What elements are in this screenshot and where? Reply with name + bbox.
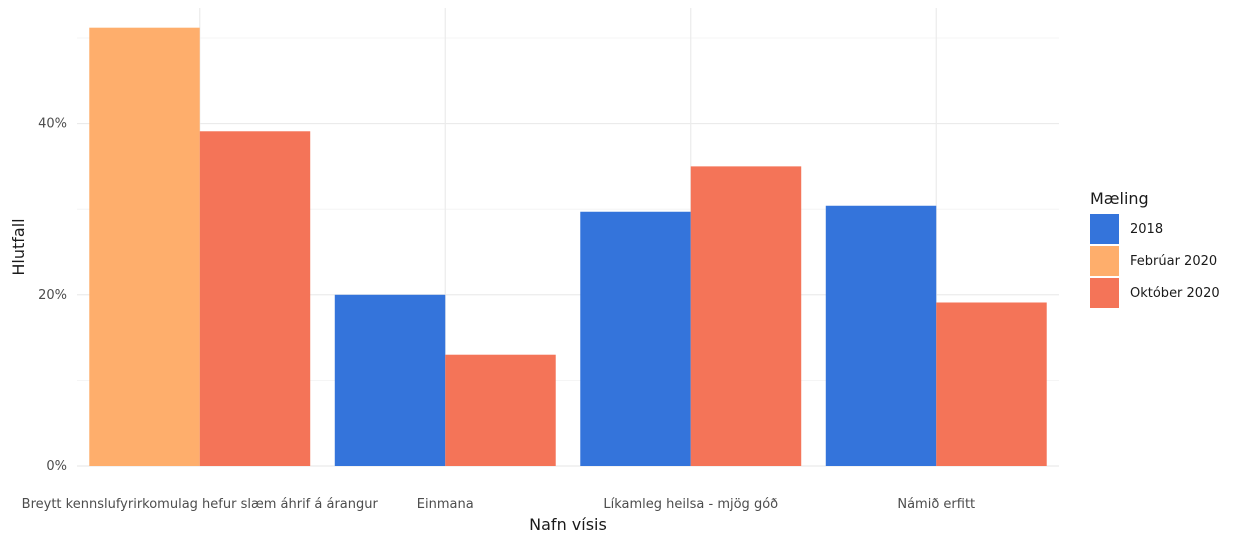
bar — [825, 205, 937, 466]
x-tick-label: Námið erfitt — [897, 497, 975, 512]
legend-label: Febrúar 2020 — [1130, 254, 1217, 269]
legend-key — [1090, 214, 1119, 244]
bars — [89, 27, 1047, 466]
bar — [580, 211, 691, 466]
legend-title: Mæling — [1090, 189, 1149, 208]
legend: Mæling 2018 Febrúar 2020 Október 2020 — [1090, 189, 1220, 308]
x-tick-label: Líkamleg heilsa - mjög góð — [603, 497, 778, 512]
x-axis-title: Nafn vísis — [529, 515, 607, 534]
legend-key — [1090, 246, 1119, 276]
bar — [199, 131, 311, 466]
y-tick-label: 40% — [38, 117, 67, 132]
x-axis-ticks: Breytt kennslufyrirkomulag hefur slæm áh… — [22, 497, 975, 512]
y-axis-ticks: 0% 20% 40% — [38, 117, 67, 474]
legend-label: 2018 — [1130, 222, 1163, 237]
bar — [445, 354, 556, 466]
legend-key — [1090, 278, 1119, 308]
y-tick-label: 0% — [46, 459, 67, 474]
x-tick-label: Einmana — [417, 497, 474, 512]
y-axis-title: Hlutfall — [9, 218, 28, 275]
bar — [334, 294, 446, 466]
bar — [690, 166, 802, 466]
x-tick-label: Breytt kennslufyrirkomulag hefur slæm áh… — [22, 497, 379, 512]
y-tick-label: 20% — [38, 288, 67, 303]
legend-label: Október 2020 — [1130, 286, 1220, 301]
bar — [936, 302, 1047, 466]
bar — [89, 27, 200, 466]
